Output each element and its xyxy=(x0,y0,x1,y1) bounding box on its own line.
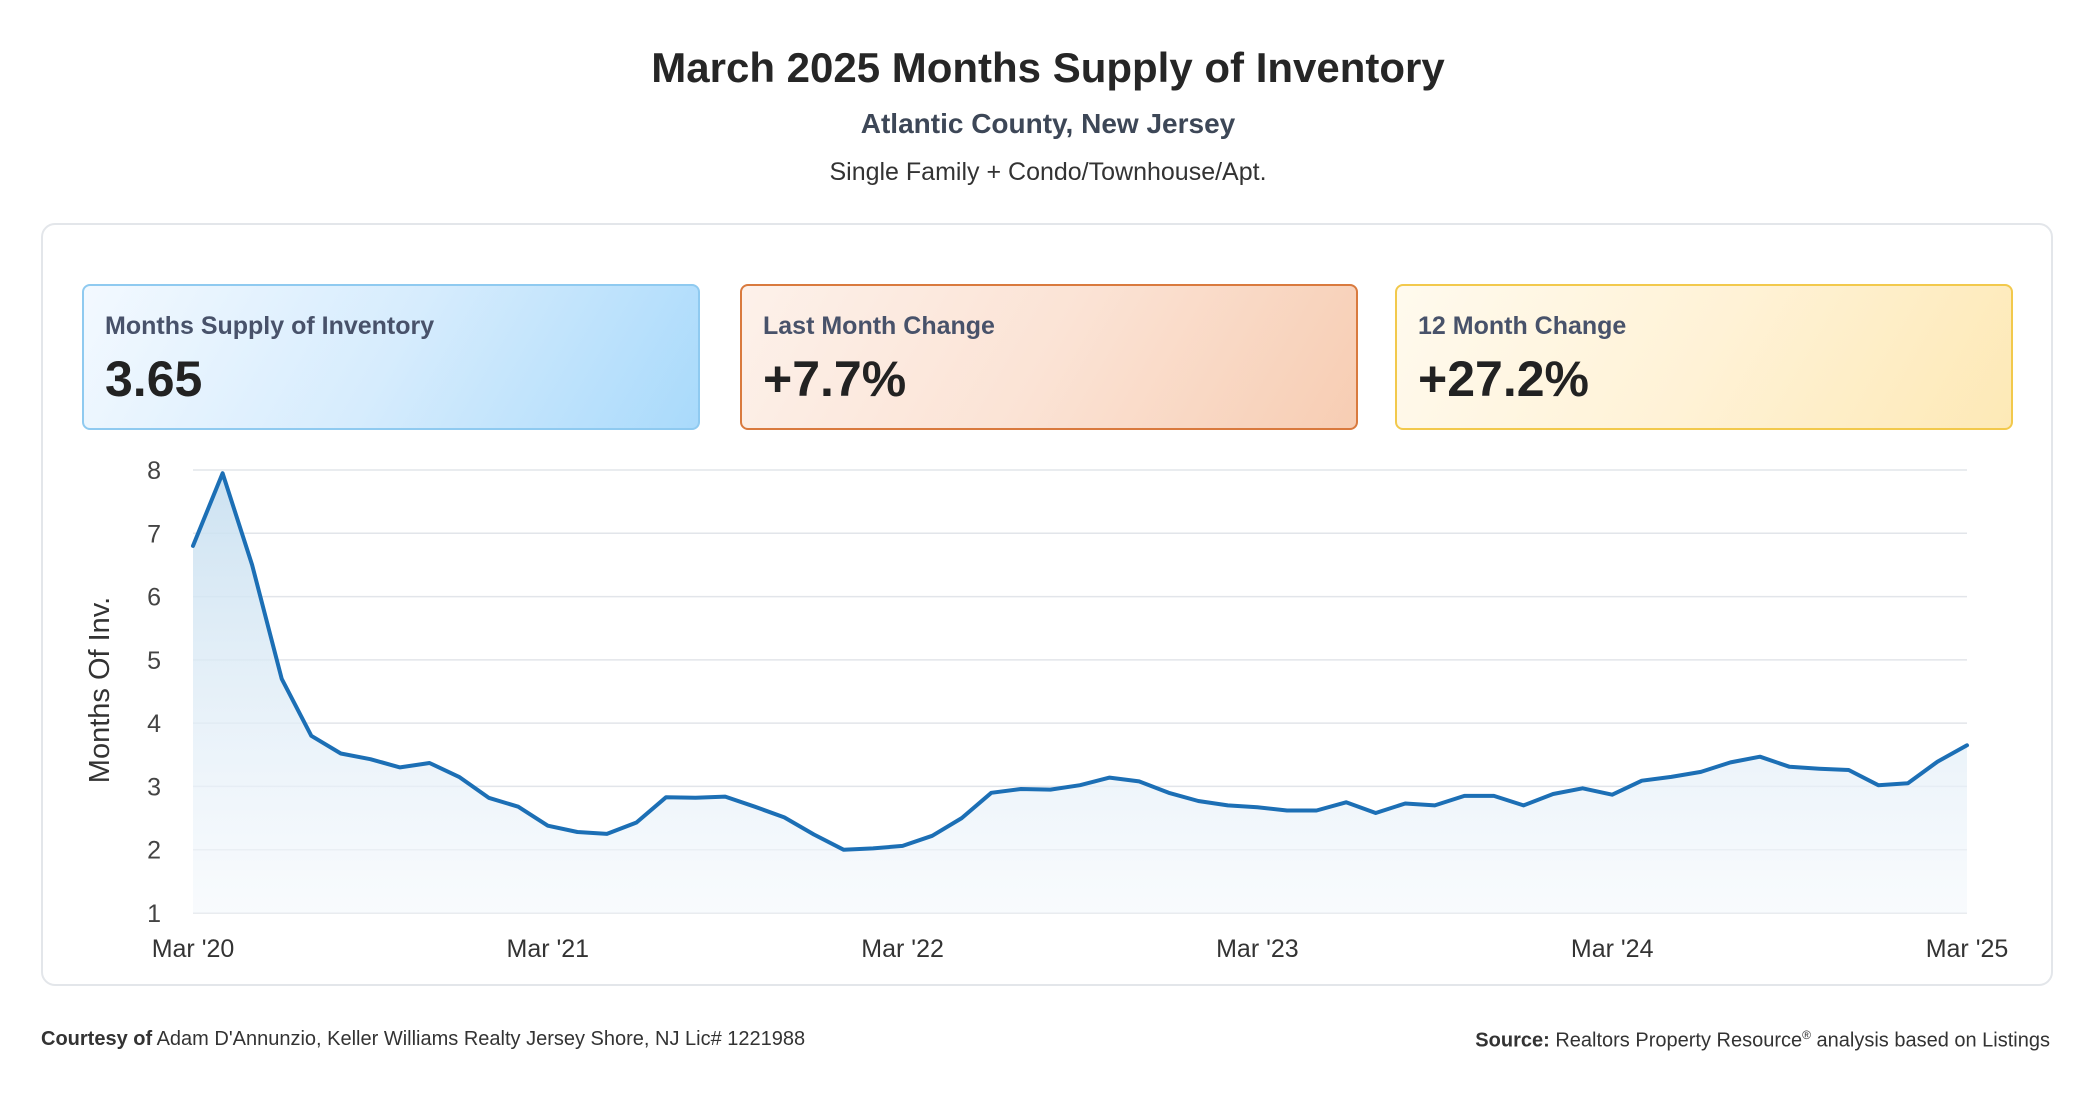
data-point xyxy=(250,563,254,567)
source-label: Source: xyxy=(1475,1029,1550,1052)
data-point xyxy=(635,821,639,825)
data-point xyxy=(723,795,727,799)
data-point xyxy=(1137,779,1141,783)
chart-title: March 2025 Months Supply of Inventory xyxy=(651,44,1445,91)
data-point xyxy=(664,795,668,799)
x-tick-label: Mar '24 xyxy=(1571,935,1654,963)
data-point xyxy=(901,844,905,848)
data-point xyxy=(1019,787,1023,791)
data-point xyxy=(1847,768,1851,772)
twelve-month-change-card: 12 Month Change +27.2% xyxy=(1395,284,2013,430)
x-tick-label: Mar '22 xyxy=(861,935,944,963)
data-point xyxy=(1285,808,1289,812)
data-point xyxy=(1374,811,1378,815)
y-axis-label: Months Of Inv. xyxy=(84,597,116,783)
data-point xyxy=(339,752,343,756)
data-point xyxy=(930,834,934,838)
data-point xyxy=(1315,808,1319,812)
data-point xyxy=(1935,760,1939,764)
data-point xyxy=(871,846,875,850)
twelve-month-change-label: 12 Month Change xyxy=(1418,312,1627,340)
data-point xyxy=(398,765,402,769)
data-point xyxy=(1196,799,1200,803)
data-point xyxy=(1462,794,1466,798)
last-month-change-card: Last Month Change +7.7% xyxy=(740,284,1358,430)
courtesy-footer: Courtesy of Adam D'Annunzio, Keller Will… xyxy=(41,1028,805,1051)
x-tick-label: Mar '23 xyxy=(1216,935,1299,963)
data-point xyxy=(428,761,432,765)
chart-subtitle-property-types: Single Family + Condo/Townhouse/Apt. xyxy=(829,158,1267,186)
chart-subtitle: Atlantic County, New Jersey xyxy=(860,108,1236,139)
data-point xyxy=(1403,802,1407,806)
data-point xyxy=(221,471,225,475)
x-tick-label: Mar '21 xyxy=(507,935,590,963)
y-tick-label: 8 xyxy=(147,457,161,485)
x-tick-label: Mar '25 xyxy=(1926,935,2009,963)
data-point xyxy=(457,775,461,779)
data-point xyxy=(1728,760,1732,764)
data-point xyxy=(1640,779,1644,783)
data-point xyxy=(516,805,520,809)
y-tick-label: 4 xyxy=(147,710,161,738)
data-point xyxy=(309,734,313,738)
courtesy-text: Adam D'Annunzio, Keller Williams Realty … xyxy=(156,1028,806,1050)
data-point xyxy=(1699,770,1703,774)
data-point xyxy=(753,805,757,809)
data-point xyxy=(487,796,491,800)
series-area xyxy=(193,473,1967,913)
data-point xyxy=(1788,765,1792,769)
data-point xyxy=(1048,788,1052,792)
source-text-suffix: analysis based on Listings xyxy=(1816,1029,2050,1052)
data-point xyxy=(368,757,372,761)
data-point xyxy=(1433,803,1437,807)
twelve-month-change-value: +27.2% xyxy=(1418,351,1589,407)
x-tick-label: Mar '20 xyxy=(152,935,235,963)
data-point xyxy=(1581,786,1585,790)
data-point xyxy=(1965,743,1969,747)
data-point xyxy=(1167,791,1171,795)
y-tick-label: 1 xyxy=(147,900,161,928)
last-month-change-label: Last Month Change xyxy=(763,312,995,340)
data-point xyxy=(575,830,579,834)
months-supply-label: Months Supply of Inventory xyxy=(105,312,435,340)
data-point xyxy=(1522,803,1526,807)
source-text: Realtors Property Resource xyxy=(1555,1029,1803,1052)
data-point xyxy=(960,816,964,820)
source-registered-mark: ® xyxy=(1802,1028,1811,1042)
data-point xyxy=(989,791,993,795)
y-tick-label: 5 xyxy=(147,647,161,675)
data-point xyxy=(1669,775,1673,779)
source-footer: Source: Realtors Property Resource® anal… xyxy=(1475,1028,2050,1053)
months-supply-card: Months Supply of Inventory 3.65 xyxy=(82,284,700,430)
y-tick-label: 3 xyxy=(147,773,161,801)
data-point xyxy=(1876,783,1880,787)
data-point xyxy=(1492,794,1496,798)
y-tick-label: 2 xyxy=(147,837,161,865)
courtesy-label: Courtesy of xyxy=(41,1028,153,1050)
series-line xyxy=(191,471,1969,852)
data-point xyxy=(1610,793,1614,797)
data-point xyxy=(546,824,550,828)
y-tick-label: 7 xyxy=(147,520,161,548)
data-point xyxy=(1344,800,1348,804)
data-point xyxy=(191,544,195,548)
data-point xyxy=(1758,755,1762,759)
y-tick-label: 6 xyxy=(147,584,161,612)
data-point xyxy=(280,677,284,681)
data-point xyxy=(1226,803,1230,807)
data-point xyxy=(1255,805,1259,809)
data-point xyxy=(841,848,845,852)
data-point xyxy=(782,815,786,819)
data-point xyxy=(1551,792,1555,796)
data-point xyxy=(1078,783,1082,787)
last-month-change-value: +7.7% xyxy=(763,351,907,407)
data-point xyxy=(694,796,698,800)
data-point xyxy=(812,833,816,837)
data-point xyxy=(1906,781,1910,785)
data-point xyxy=(605,832,609,836)
data-point xyxy=(1817,767,1821,771)
data-point xyxy=(1108,776,1112,780)
months-supply-value: 3.65 xyxy=(105,351,203,407)
